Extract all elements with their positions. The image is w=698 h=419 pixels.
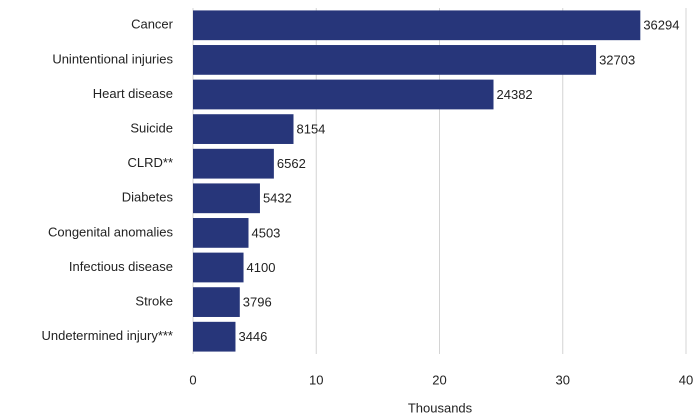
data-label: 3796	[243, 295, 272, 310]
x-tick-label: 0	[189, 372, 196, 387]
y-tick-label: Infectious disease	[69, 259, 173, 274]
data-label: 5432	[263, 191, 292, 206]
y-tick-label: Suicide	[130, 121, 173, 136]
y-tick-label: Undetermined injury***	[41, 328, 173, 343]
data-label: 8154	[296, 122, 325, 137]
bar	[193, 183, 260, 214]
data-label: 24382	[497, 87, 533, 102]
x-tick-label: 10	[309, 372, 323, 387]
y-tick-label: Stroke	[135, 294, 173, 309]
bar	[193, 10, 641, 41]
bar	[193, 114, 294, 144]
x-tick-label: 30	[556, 372, 570, 387]
y-tick-label: CLRD**	[127, 155, 173, 170]
y-tick-label: Cancer	[131, 17, 174, 32]
bar	[193, 287, 240, 317]
y-tick-label: Heart disease	[93, 86, 173, 101]
data-label: 3446	[238, 329, 267, 344]
bar	[193, 218, 249, 248]
data-label: 4503	[251, 225, 280, 240]
y-tick-label: Diabetes	[122, 190, 174, 205]
y-tick-label: Congenital anomalies	[48, 224, 174, 239]
bar	[193, 79, 494, 110]
y-tick-label: Unintentional injuries	[52, 51, 173, 66]
x-axis-label: Thousands	[408, 400, 473, 415]
x-tick-label: 20	[432, 372, 446, 387]
bar	[193, 45, 597, 75]
x-tick-label: 40	[679, 372, 693, 387]
bar	[193, 148, 274, 179]
data-label: 36294	[643, 18, 679, 33]
data-label: 32703	[599, 52, 635, 67]
bar	[193, 321, 236, 352]
data-label: 6562	[277, 156, 306, 171]
data-label: 4100	[247, 260, 276, 275]
bar	[193, 252, 244, 283]
